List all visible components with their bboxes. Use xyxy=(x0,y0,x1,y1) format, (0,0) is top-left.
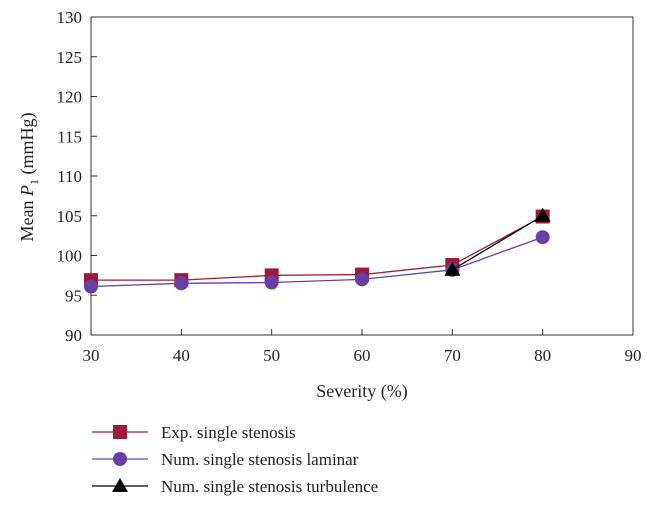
series-line xyxy=(90,236,543,288)
data-point xyxy=(264,275,279,290)
plot-area xyxy=(90,16,634,336)
series-square xyxy=(84,209,550,288)
legend-marker xyxy=(113,452,127,466)
x-tick-label: 70 xyxy=(444,346,461,365)
legend-marker xyxy=(112,478,128,492)
series-line xyxy=(91,215,543,281)
legend: Exp. single stenosis Num. single stenosis… xyxy=(92,423,378,496)
series-circle xyxy=(84,230,550,294)
data-point xyxy=(174,276,189,291)
y-axis: 90 95 100 105 110 115 120 125 130 xyxy=(57,8,97,345)
y-tick-label: 95 xyxy=(65,286,82,305)
data-point xyxy=(84,279,98,294)
y-tick-label: 115 xyxy=(57,127,82,146)
legend-item: Exp. single stenosis xyxy=(92,423,296,442)
legend-label: Exp. single stenosis xyxy=(161,423,296,442)
x-axis: 30 40 50 60 70 80 90 xyxy=(83,329,642,365)
x-tick-label: 80 xyxy=(534,346,551,365)
x-tick-label: 60 xyxy=(354,346,371,365)
y-axis-title: Mean P1 (mmHg) xyxy=(17,113,41,242)
y-tick-label: 125 xyxy=(57,48,83,67)
x-tick-label: 50 xyxy=(263,346,280,365)
legend-item: Num. single stenosis laminar xyxy=(92,450,359,469)
legend-label: Num. single stenosis laminar xyxy=(161,450,359,469)
legend-item: Num. single stenosis turbulence xyxy=(92,477,378,496)
y-tick-label: 90 xyxy=(65,326,82,345)
data-point xyxy=(535,230,550,245)
legend-marker xyxy=(113,425,127,439)
x-axis-title: Severity (%) xyxy=(316,381,407,402)
x-tick-label: 90 xyxy=(625,346,642,365)
y-tick-label: 100 xyxy=(57,247,83,266)
series-triangle xyxy=(444,207,551,276)
y-tick-label: 120 xyxy=(57,88,83,107)
y-tick-label: 110 xyxy=(57,167,82,186)
data-point xyxy=(444,261,461,276)
legend-label: Num. single stenosis turbulence xyxy=(161,477,378,496)
y-tick-label: 130 xyxy=(57,8,83,27)
series-line xyxy=(451,215,544,271)
data-point xyxy=(534,207,551,222)
plot-frame xyxy=(90,16,634,336)
y-tick-label: 105 xyxy=(57,207,83,226)
series-layer xyxy=(84,207,551,294)
x-tick-label: 40 xyxy=(173,346,190,365)
x-tick-label: 30 xyxy=(83,346,100,365)
data-point xyxy=(355,272,369,287)
